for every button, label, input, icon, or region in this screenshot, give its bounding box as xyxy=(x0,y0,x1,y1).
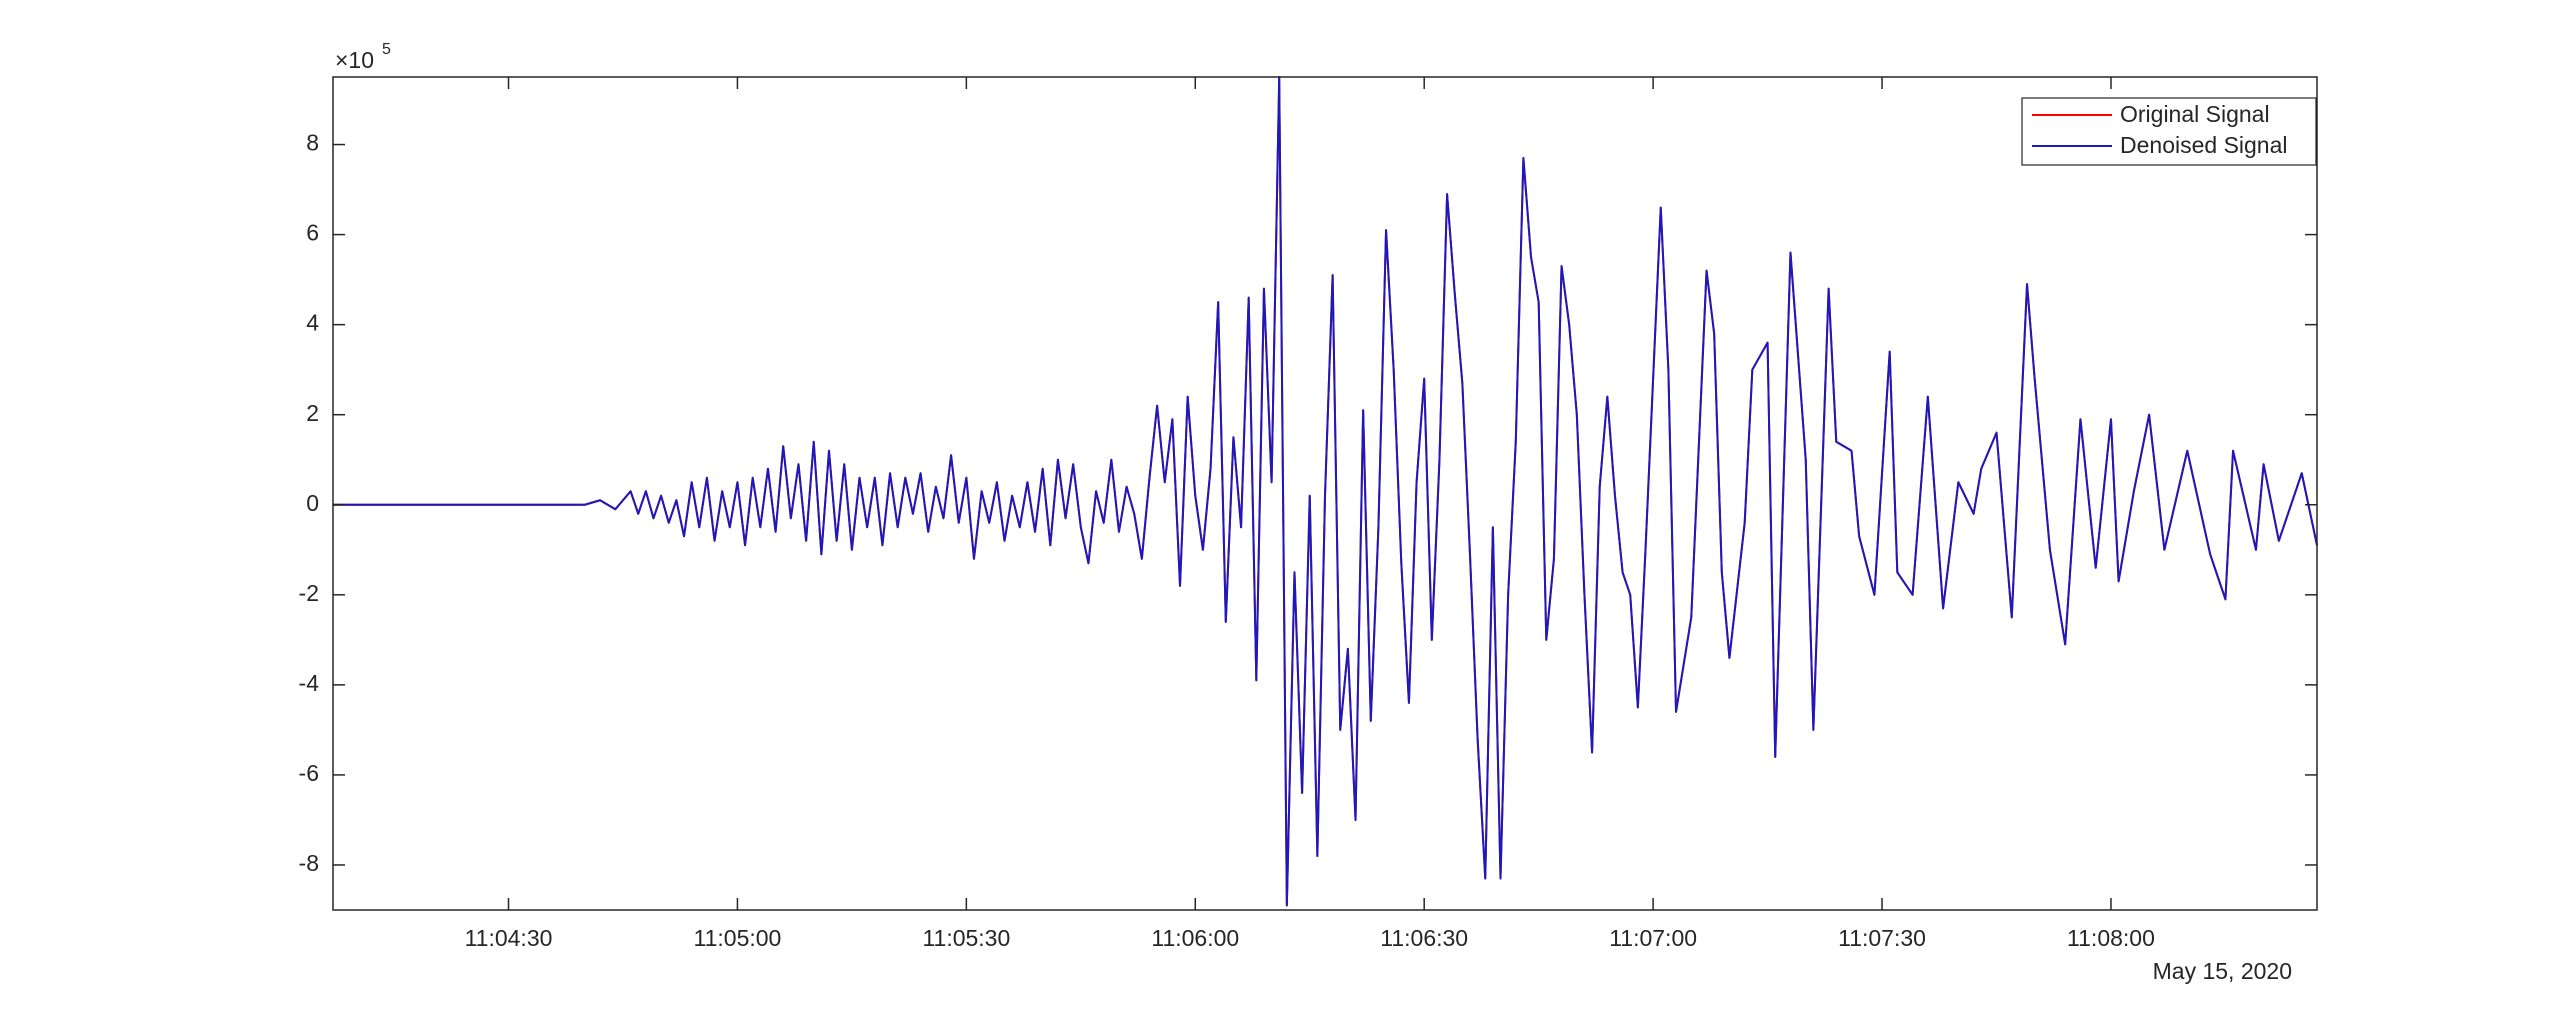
plot-area xyxy=(333,76,2318,907)
y-tick-label: -2 xyxy=(299,580,319,606)
y-tick-label: 4 xyxy=(306,310,319,336)
y-scale-base: ×10 xyxy=(335,47,374,73)
legend-label: Denoised Signal xyxy=(2120,132,2288,158)
y-scale-exponent: 5 xyxy=(382,41,391,58)
y-tick-label: -8 xyxy=(299,850,319,876)
x-tick-label: 11:06:00 xyxy=(1151,925,1239,951)
y-tick-label: 0 xyxy=(306,490,319,516)
x-tick-label: 11:05:00 xyxy=(694,925,782,951)
y-tick-label: 2 xyxy=(306,400,319,426)
x-tick-label: 11:04:30 xyxy=(465,925,553,951)
x-tick-label: 11:07:00 xyxy=(1609,925,1697,951)
x-tick-label: 11:05:30 xyxy=(922,925,1010,951)
x-tick-label: 11:08:00 xyxy=(2067,925,2155,951)
date-label: May 15, 2020 xyxy=(2153,958,2292,984)
x-tick-label: 11:06:30 xyxy=(1380,925,1468,951)
y-tick-label: -4 xyxy=(299,670,320,696)
signal-line xyxy=(333,76,2318,907)
axes-box xyxy=(332,76,2318,911)
y-tick-label: -6 xyxy=(299,760,319,786)
y-tick-label: 8 xyxy=(306,130,319,156)
y-tick-label: 6 xyxy=(306,220,319,246)
legend-box xyxy=(2021,97,2317,166)
x-tick-label: 11:07:30 xyxy=(1838,925,1926,951)
legend-label: Original Signal xyxy=(2120,101,2270,127)
